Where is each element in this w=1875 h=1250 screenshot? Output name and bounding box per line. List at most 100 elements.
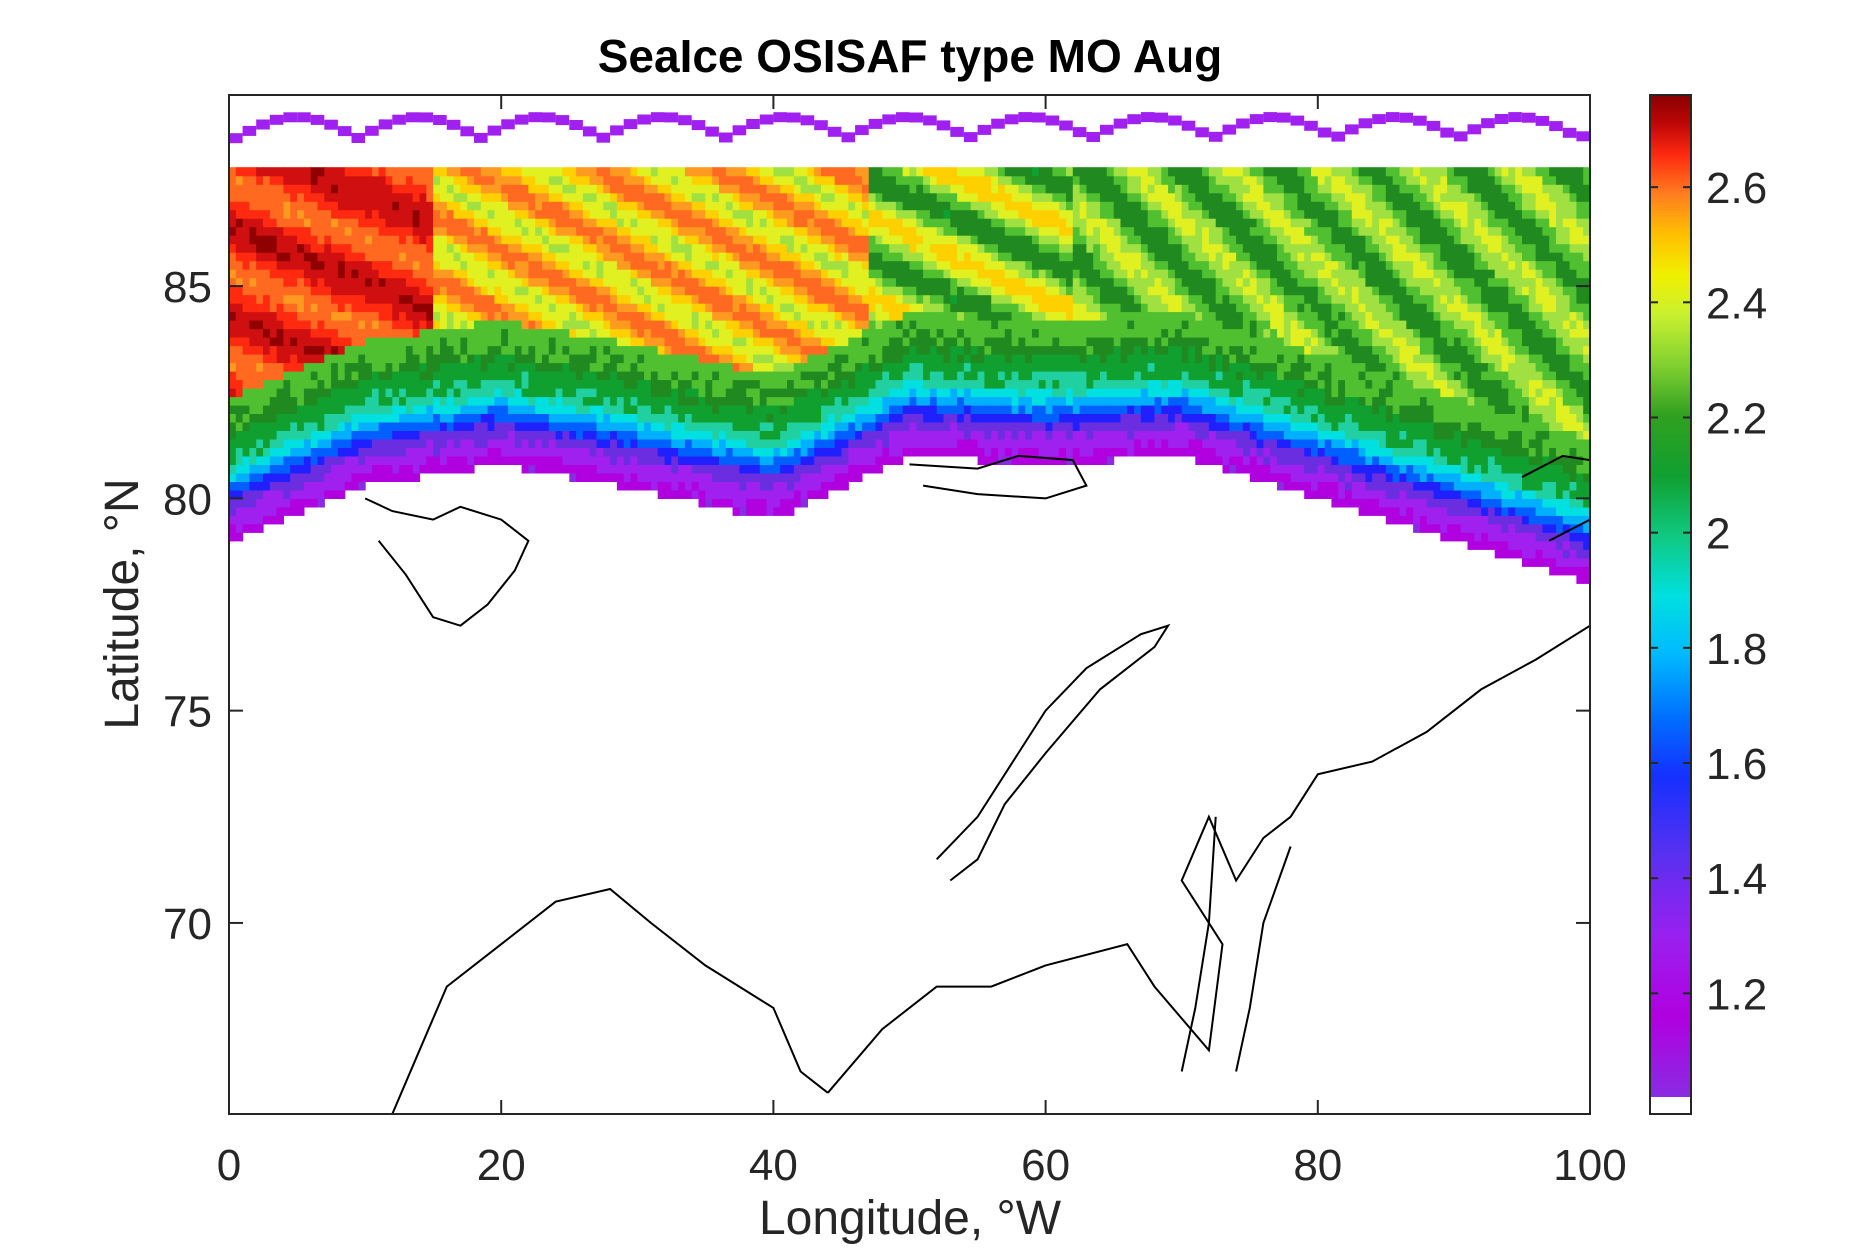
heat-cell: [814, 421, 822, 431]
heat-cell: [780, 345, 788, 355]
heat-cell: [1052, 175, 1060, 185]
heat-cell: [1100, 243, 1108, 253]
heat-cell: [821, 438, 829, 448]
heat-cell: [501, 337, 509, 347]
heat-cell: [1018, 328, 1026, 338]
heat-cell: [759, 438, 768, 448]
heat-cell: [331, 430, 339, 440]
heat-cell: [249, 523, 257, 533]
heat-cell: [229, 388, 237, 398]
heat-cell: [834, 413, 842, 423]
heat-cell: [963, 354, 972, 364]
heat-cell: [1038, 218, 1047, 228]
heat-cell: [269, 481, 278, 491]
heat-cell: [385, 379, 393, 389]
heat-cell: [426, 396, 434, 406]
heat-cell: [902, 430, 911, 440]
heat-cell: [514, 260, 523, 270]
heat-cell: [807, 320, 815, 330]
heat-cell: [991, 447, 999, 457]
heat-cell: [508, 421, 516, 431]
heat-cell: [705, 438, 713, 448]
heat-cell: [378, 209, 387, 219]
heat-cell: [957, 294, 965, 304]
heat-cell: [535, 235, 543, 245]
heat-cell: [589, 337, 598, 347]
heat-cell: [426, 430, 434, 440]
heat-cell: [535, 311, 543, 321]
heat-cell: [249, 167, 257, 177]
heat-cell: [297, 277, 305, 287]
heat-cell: [984, 277, 992, 287]
heat-cell: [855, 404, 863, 414]
heat-cell: [317, 218, 325, 228]
heat-cell: [957, 421, 965, 431]
heat-cell: [535, 404, 543, 414]
heat-cell: [1038, 184, 1047, 194]
heat-cell: [923, 371, 931, 381]
heat-cell: [664, 277, 672, 287]
heat-cell: [637, 167, 645, 177]
heat-cell: [576, 430, 584, 440]
heat-cell: [800, 489, 808, 499]
heat-cell: [732, 379, 740, 389]
heat-cell: [1079, 337, 1087, 347]
heat-cell: [365, 218, 373, 228]
heat-cell: [1038, 175, 1047, 185]
heat-cell: [548, 379, 557, 389]
heat-cell: [1113, 379, 1122, 389]
heat-cell: [1059, 252, 1067, 262]
heat-cell: [970, 447, 979, 457]
heat-cell: [603, 311, 611, 321]
heat-cell: [487, 430, 495, 440]
heat-cell: [337, 379, 346, 389]
heat-cell: [875, 345, 883, 355]
heat-cell: [324, 472, 332, 482]
heat-cell: [1004, 430, 1013, 440]
heat-cell: [412, 362, 421, 372]
heat-cell: [855, 294, 863, 304]
heat-cell: [569, 201, 577, 211]
heat-cell: [1025, 167, 1033, 177]
heat-cell: [603, 269, 611, 279]
heat-cell: [691, 379, 700, 389]
heat-cell: [855, 430, 863, 440]
heat-cell: [242, 447, 250, 457]
heat-cell: [630, 328, 638, 338]
heat-cell: [773, 252, 781, 262]
heat-cell: [1079, 362, 1087, 372]
heat-cell: [365, 243, 373, 253]
heat-cell: [759, 252, 768, 262]
heat-cell: [405, 175, 414, 185]
heat-cell: [787, 379, 795, 389]
heat-cell: [984, 371, 992, 381]
heat-cell: [310, 345, 319, 355]
heat-cell: [684, 235, 693, 245]
heat-cell: [569, 438, 577, 448]
heat-cell: [392, 455, 400, 465]
heat-cell: [603, 328, 611, 338]
heat-cell: [310, 404, 319, 414]
heat-cell: [800, 235, 808, 245]
heat-cell: [351, 447, 359, 457]
heat-cell: [242, 354, 250, 364]
heat-cell: [895, 167, 904, 177]
heat-cell: [1072, 421, 1081, 431]
heat-cell: [514, 277, 523, 287]
heat-cell: [480, 337, 489, 347]
heat-cell: [344, 438, 353, 448]
heat-cell: [494, 235, 502, 245]
heat-cell: [603, 464, 611, 474]
heat-cell: [943, 201, 951, 211]
heat-cell: [998, 354, 1006, 364]
heat-cell: [963, 226, 972, 236]
heat-cell: [235, 192, 244, 202]
heat-cell: [766, 328, 774, 338]
heat-cell: [562, 294, 570, 304]
heat-cell: [412, 252, 421, 262]
heat-cell: [848, 260, 856, 270]
heat-cell: [923, 396, 931, 406]
heat-cell: [242, 345, 250, 355]
heat-cell: [440, 354, 448, 364]
heat-cell: [657, 311, 666, 321]
